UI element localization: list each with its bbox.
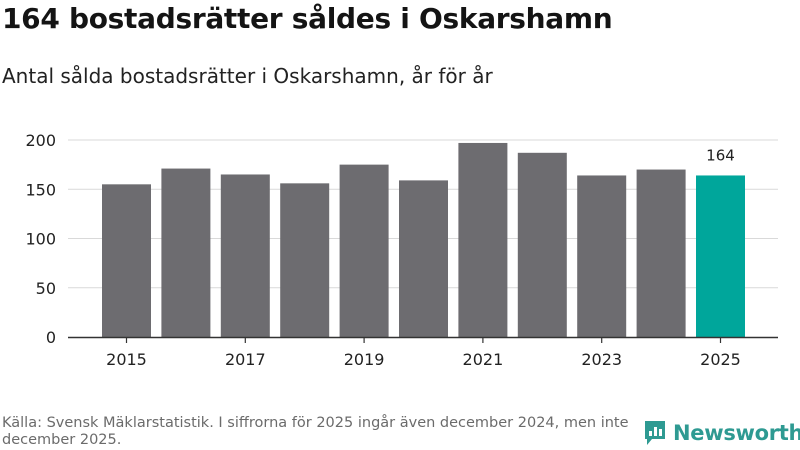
chart-title: 164 bostadsrätter såldes i Oskarshamn bbox=[2, 2, 613, 35]
newsworthy-logo: Newsworthy bbox=[643, 418, 800, 448]
x-tick-label: 2021 bbox=[463, 350, 504, 369]
bar-2019 bbox=[339, 164, 389, 337]
bar-2021 bbox=[458, 142, 508, 337]
newsworthy-logo-text: Newsworthy bbox=[673, 421, 800, 445]
bar-chart: 0 50 100 150 200 2015 2017 2019 2021 2023 2025 164 bbox=[25, 131, 778, 369]
bar-2018 bbox=[280, 183, 330, 337]
bar-2015 bbox=[102, 184, 151, 337]
bar-2017 bbox=[220, 174, 270, 337]
source-note: Källa: Svensk Mäklarstatistik. I siffror… bbox=[2, 415, 629, 448]
bar-2023 bbox=[577, 175, 627, 337]
x-tick-label: 2023 bbox=[581, 350, 622, 369]
y-tick-label: 200 bbox=[25, 131, 56, 150]
chart-subtitle: Antal sålda bostadsrätter i Oskarshamn, … bbox=[2, 64, 493, 88]
bar-2025 bbox=[696, 175, 745, 337]
bar-2022 bbox=[517, 152, 567, 337]
y-tick-label: 100 bbox=[25, 230, 56, 249]
x-tick-label: 2017 bbox=[225, 350, 266, 369]
y-tick-label: 150 bbox=[25, 180, 56, 199]
newsworthy-logo-icon bbox=[645, 421, 665, 445]
bar-2024 bbox=[636, 169, 686, 337]
x-tick-label: 2025 bbox=[700, 350, 741, 369]
data-label-2025: 164 bbox=[706, 146, 735, 164]
y-tick-label: 0 bbox=[46, 328, 56, 347]
x-tick-label: 2019 bbox=[344, 350, 385, 369]
bar-2016 bbox=[161, 168, 211, 337]
y-tick-label: 50 bbox=[36, 279, 56, 298]
x-tick-label: 2015 bbox=[106, 350, 147, 369]
bar-2020 bbox=[399, 180, 448, 337]
